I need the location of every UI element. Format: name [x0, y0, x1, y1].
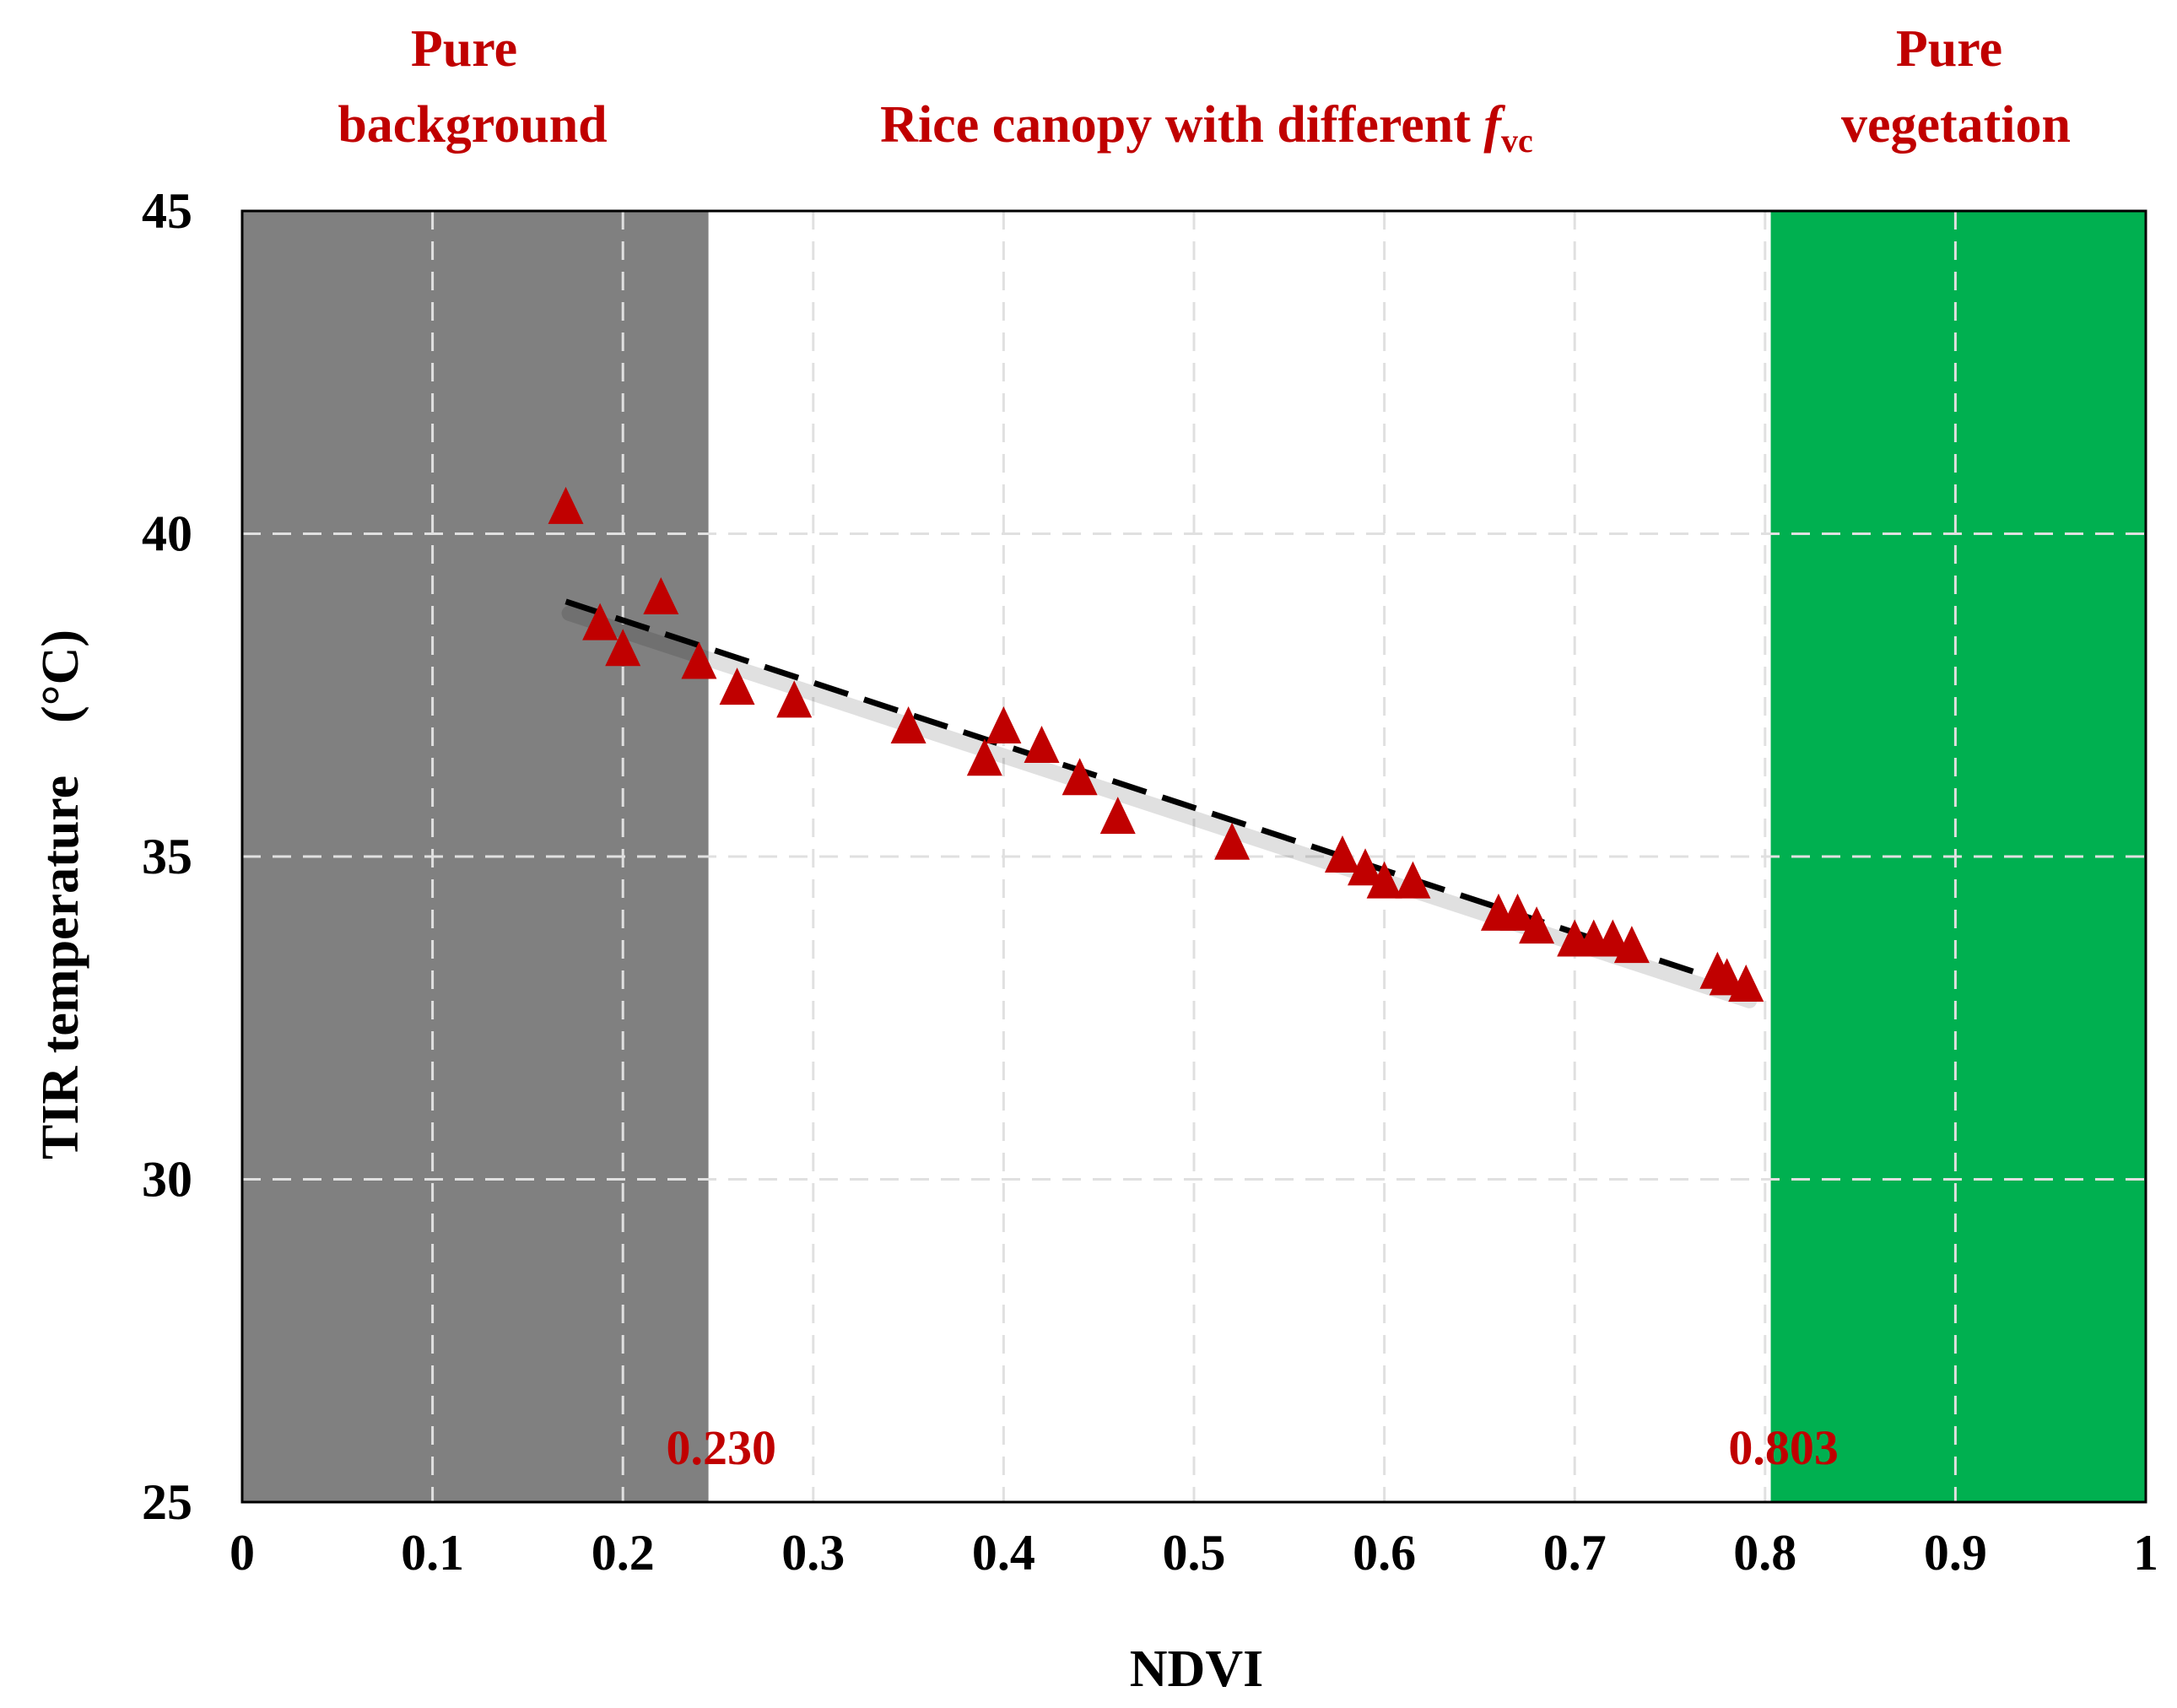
data-point [1324, 835, 1360, 873]
x-tick-label: 0.4 [972, 1525, 1035, 1581]
threshold-labels: 0.230 0.803 [666, 1420, 1838, 1475]
x-tick-label: 0.9 [1924, 1525, 1987, 1581]
data-point [643, 577, 679, 614]
data-point [719, 668, 755, 705]
data-point [966, 738, 1002, 776]
data-point [605, 629, 641, 667]
x-tick-label: 0.1 [401, 1525, 464, 1581]
data-point [986, 706, 1022, 743]
region-label-canopy: Rice canopy with different fvc [880, 96, 1533, 159]
region-label-canopy-sub: vc [1501, 122, 1533, 159]
fit-line-shadow [561, 605, 1758, 1008]
data-point [1214, 822, 1251, 860]
data-point [1728, 965, 1764, 1002]
y-tick-label: 25 [142, 1474, 192, 1530]
x-tick-label: 0.6 [1353, 1525, 1416, 1581]
y-tick-label: 35 [142, 829, 192, 884]
data-point [681, 641, 717, 679]
data-point [582, 603, 619, 640]
data-point [1613, 926, 1650, 964]
x-axis-title: NDVI [1130, 1640, 1263, 1698]
data-point [1499, 893, 1536, 931]
x-tick-label: 0.3 [781, 1525, 845, 1581]
data-points [548, 486, 1764, 1002]
plot-frame [240, 209, 2147, 1504]
x-tick-label: 0.8 [1733, 1525, 1796, 1581]
data-point [776, 680, 813, 718]
x-tick-label: 0.7 [1543, 1525, 1607, 1581]
data-point [1395, 861, 1431, 899]
data-point [1348, 848, 1384, 886]
threshold-label: 0.230 [666, 1420, 776, 1475]
region-label-vegetation-line1: Pure [1896, 20, 2002, 78]
region-label-vegetation-line2: vegetation [1841, 96, 2071, 154]
x-tick-label: 0 [230, 1525, 255, 1581]
data-point [548, 486, 584, 524]
y-axis-title: TIR temperature (°C) [32, 630, 89, 1159]
y-tick-label: 45 [142, 183, 192, 239]
region-label-background-line1: Pure [411, 20, 517, 78]
threshold-label: 0.803 [1728, 1420, 1839, 1475]
data-point [1366, 861, 1402, 899]
data-point [1024, 725, 1060, 763]
data-point [890, 706, 926, 743]
fit-line-shadow-stroke [561, 605, 1758, 1008]
data-point [1061, 758, 1098, 796]
y-tick-label: 30 [142, 1152, 192, 1208]
region-label-canopy-text: Rice canopy with different [880, 96, 1483, 154]
x-tick-label: 0.2 [592, 1525, 655, 1581]
y-tick-label: 40 [142, 506, 192, 562]
data-point [1519, 906, 1555, 944]
gridlines [242, 211, 2146, 1502]
data-point [1099, 797, 1136, 835]
x-tick-label: 1 [2133, 1525, 2158, 1581]
x-tick-label: 0.5 [1163, 1525, 1226, 1581]
y-tick-labels: 25 30 35 40 45 [142, 183, 192, 1530]
x-tick-labels: 0 0.1 0.2 0.3 0.4 0.5 0.6 0.7 0.8 0.9 1 [230, 1525, 2158, 1581]
region-label-background-line2: background [338, 96, 607, 154]
